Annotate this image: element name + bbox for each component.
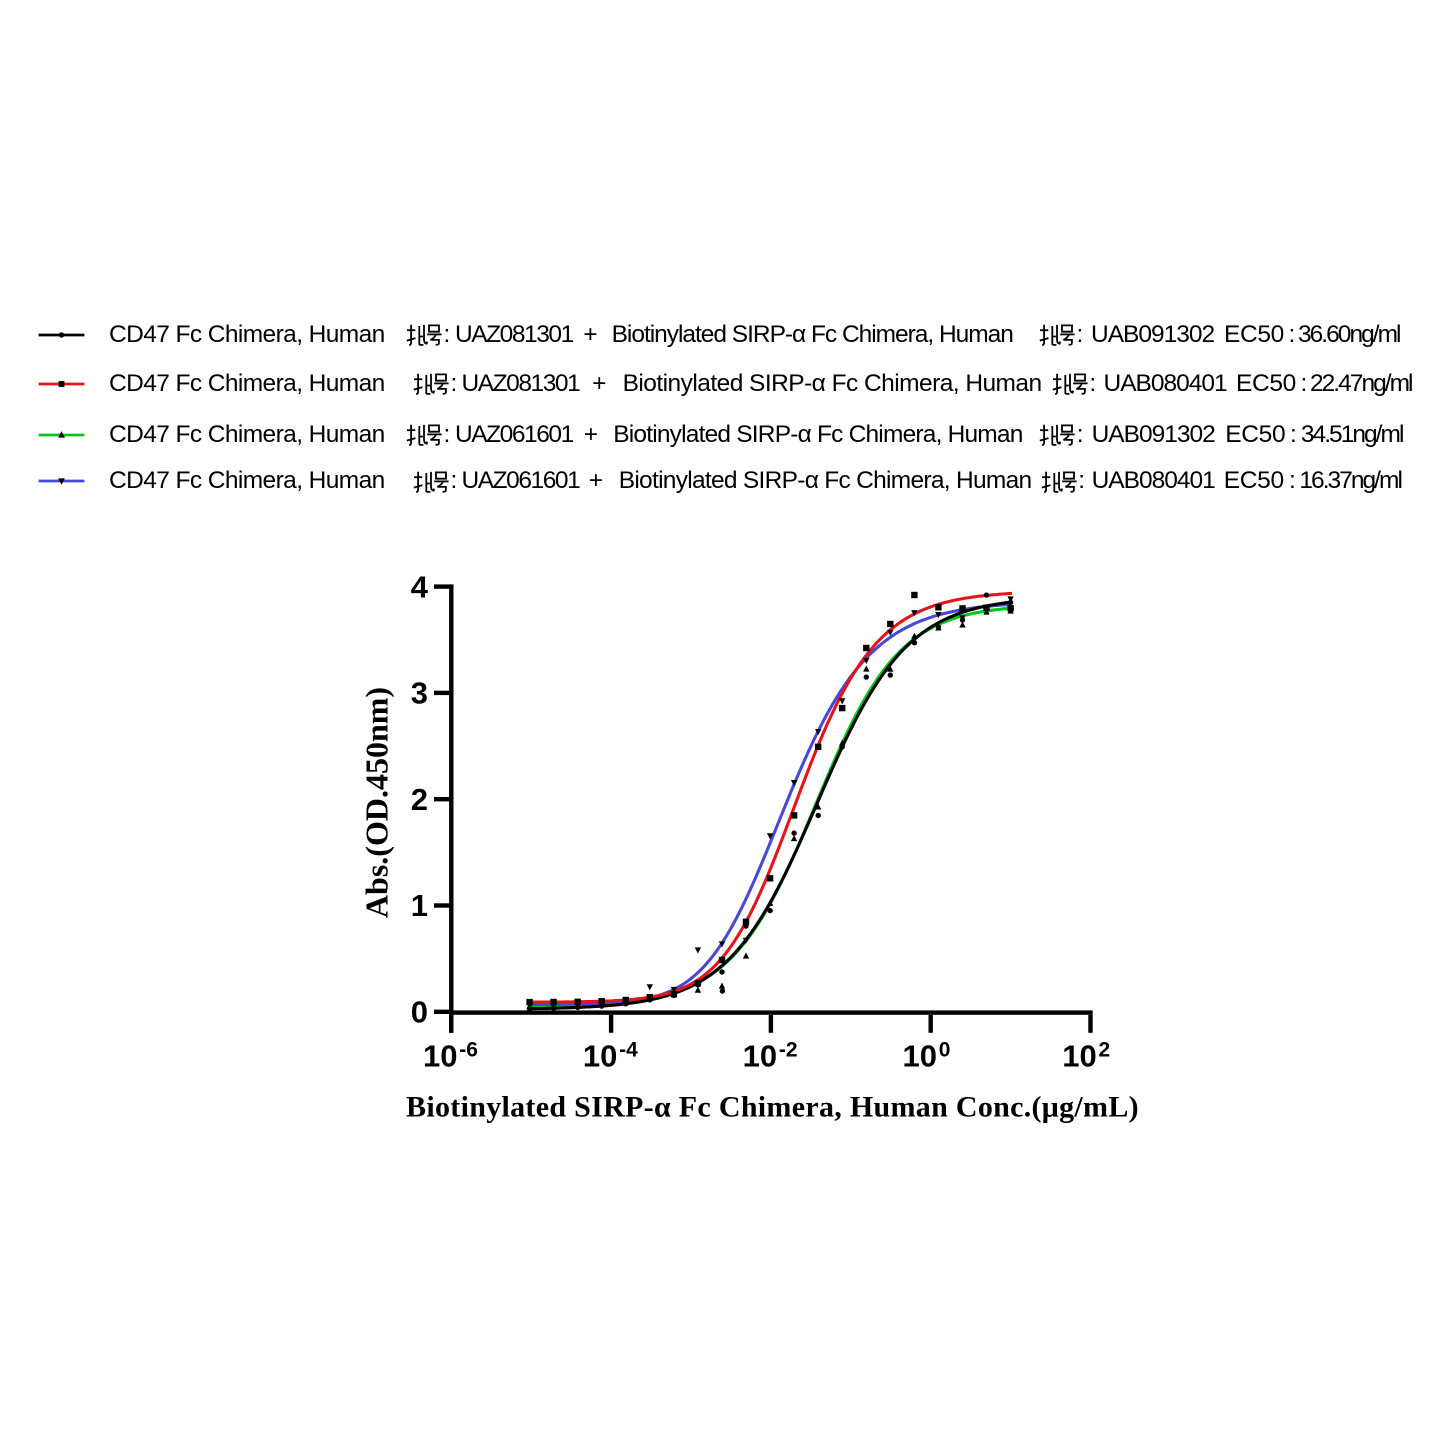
svg-text:-6: -6 [459, 1039, 478, 1062]
svg-text:10: 10 [583, 1039, 617, 1074]
svg-text:Biotinylated SIRP-α Fc Chimera: Biotinylated SIRP-α Fc Chimera, Human Co… [406, 1091, 1139, 1124]
svg-text:0: 0 [411, 995, 428, 1030]
svg-text:Abs.(OD.450nm): Abs.(OD.450nm) [359, 687, 395, 918]
svg-text:2: 2 [411, 782, 428, 817]
svg-text:-2: -2 [779, 1039, 798, 1062]
svg-text:1: 1 [411, 888, 428, 923]
svg-text:10: 10 [1062, 1039, 1096, 1074]
svg-text:3: 3 [411, 676, 428, 711]
svg-text:10: 10 [423, 1039, 457, 1074]
svg-text:4: 4 [411, 569, 429, 604]
svg-text:-4: -4 [619, 1039, 638, 1062]
svg-text:0: 0 [939, 1039, 951, 1062]
svg-text:2: 2 [1099, 1039, 1111, 1062]
svg-text:10: 10 [743, 1039, 777, 1074]
svg-text:10: 10 [902, 1039, 936, 1074]
